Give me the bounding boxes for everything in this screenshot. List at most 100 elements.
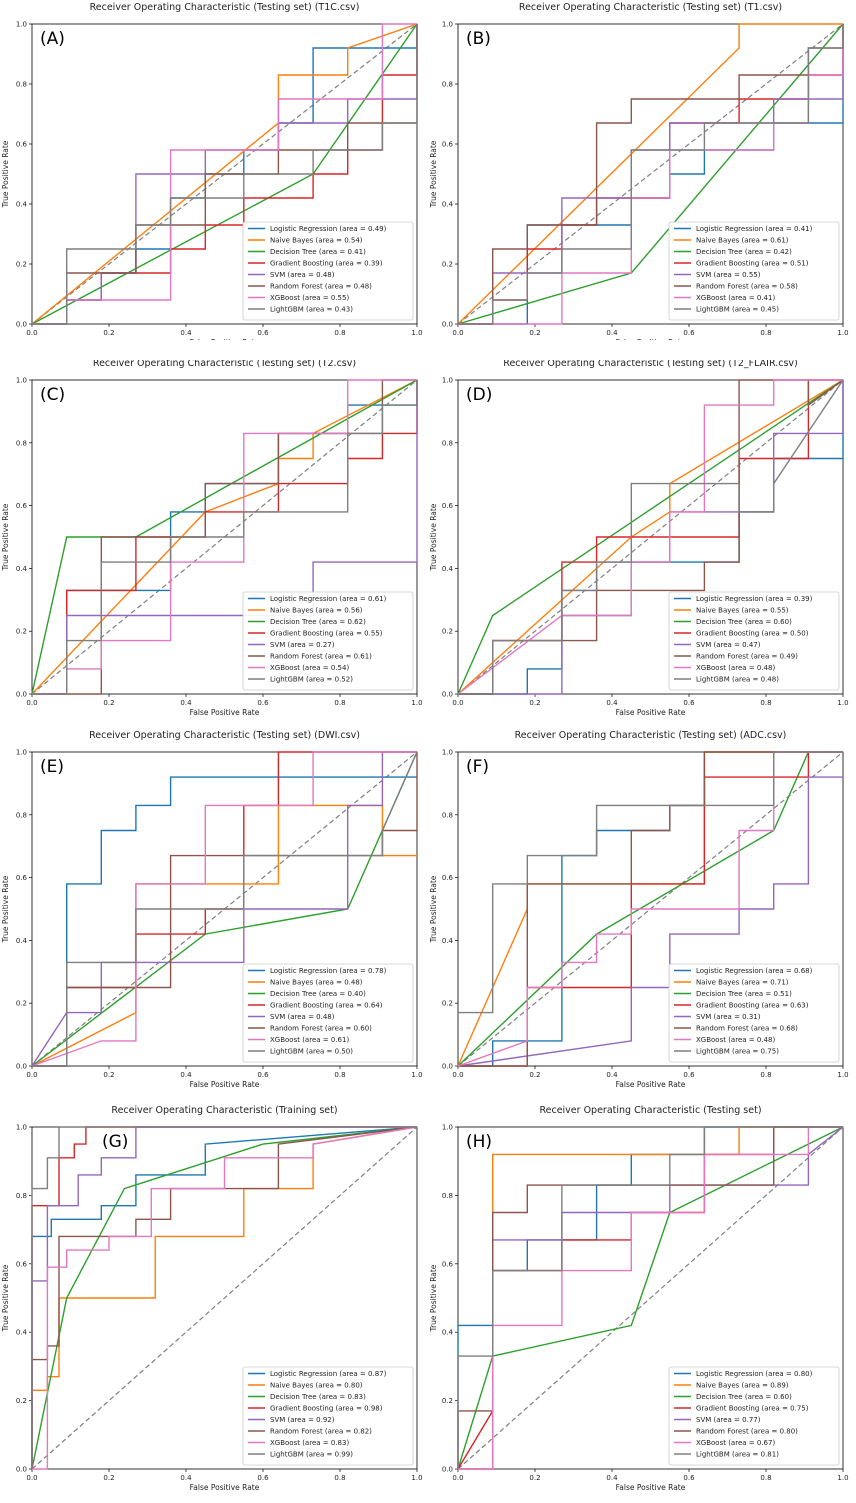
- legend-label-decision-tree: Decision Tree (area = 0.51): [696, 990, 792, 998]
- legend-label-decision-tree: Decision Tree (area = 0.42): [696, 248, 792, 256]
- roc-curve-naive-bayes: [457, 23, 843, 325]
- y-tick-label: 0.6: [442, 874, 454, 882]
- y-tick-label: 1.0: [16, 1124, 27, 1132]
- y-tick-label: 0.6: [16, 1260, 28, 1268]
- x-axis-label: False Positive Rate: [190, 338, 260, 340]
- y-axis-label: True Positive Rate: [429, 875, 438, 943]
- roc-curve-lightgbm: [32, 24, 418, 325]
- y-tick-label: 0.2: [16, 1397, 27, 1405]
- panel-tag: (C): [40, 385, 65, 405]
- roc-curve-xgboost: [31, 751, 417, 1067]
- legend-label-decision-tree: Decision Tree (area = 0.62): [270, 618, 366, 626]
- legend-box: [242, 221, 414, 321]
- y-tick-label: 1.0: [16, 21, 27, 29]
- legend-label-xgboost: XGBoost (area = 0.67): [696, 1439, 775, 1447]
- y-tick-label: 0.4: [16, 1329, 28, 1337]
- legend-label-svm: SVM (area = 0.55): [696, 271, 761, 279]
- y-tick-label: 0.2: [16, 1000, 27, 1008]
- roc-panel-d: Receiver Operating Characteristic (Testi…: [428, 358, 856, 720]
- legend-label-logistic-regression: Logistic Regression (area = 0.49): [270, 225, 387, 233]
- plot-area-frame: [457, 1126, 844, 1470]
- roc-curve-lightgbm: [32, 380, 418, 695]
- roc-panel-c: Receiver Operating Characteristic (Testi…: [0, 358, 428, 720]
- panel-tag: (E): [40, 757, 64, 777]
- y-tick-label: 0.2: [442, 261, 453, 269]
- roc-curve-xgboost: [457, 751, 843, 1067]
- legend-label-svm: SVM (area = 0.48): [270, 271, 335, 279]
- legend-label-svm: SVM (area = 0.48): [270, 1013, 335, 1021]
- legend-label-random-forest: Random Forest (area = 0.60): [270, 1025, 372, 1033]
- legend-label-xgboost: XGBoost (area = 0.48): [696, 664, 775, 672]
- y-tick-label: 0.6: [442, 502, 454, 510]
- legend-label-naive-bayes: Naive Bayes (area = 0.48): [270, 979, 363, 987]
- legend-box: [668, 1366, 840, 1466]
- roc-curve-svm: [31, 1126, 417, 1469]
- x-tick-label: 0.4: [606, 1071, 618, 1079]
- legend-label-naive-bayes: Naive Bayes (area = 0.80): [270, 1382, 363, 1390]
- legend-box: [668, 221, 840, 321]
- roc-chart-svg: Receiver Operating Characteristic (Testi…: [429, 2, 849, 347]
- legend-label-svm: SVM (area = 0.31): [696, 1013, 761, 1021]
- plot-area-frame: [31, 23, 418, 325]
- legend: Logistic Regression (area = 0.61) Naive B…: [242, 591, 414, 691]
- chart-title: Receiver Operating Characteristic (Testi…: [515, 730, 787, 741]
- x-tick-label: 0.0: [26, 1071, 37, 1079]
- x-tick-label: 0.6: [683, 699, 695, 707]
- plot-area-frame: [457, 379, 844, 695]
- roc-chart-svg: Receiver Operating Characteristic (Testi…: [429, 358, 849, 717]
- y-tick-label: 0.6: [16, 874, 28, 882]
- roc-chart-svg: Receiver Operating Characteristic (Testi…: [1, 730, 423, 1089]
- chart-title: Receiver Operating Characteristic (Testi…: [90, 2, 360, 13]
- x-tick-label: 0.0: [452, 1474, 463, 1482]
- x-axis-label: False Positive Rate: [190, 1080, 260, 1089]
- legend-label-logistic-regression: Logistic Regression (area = 0.78): [270, 967, 387, 975]
- x-tick-label: 0.8: [334, 1474, 345, 1482]
- legend-label-svm: SVM (area = 0.77): [696, 1416, 761, 1424]
- x-tick-label: 1.0: [411, 329, 422, 337]
- y-tick-label: 0.8: [442, 1192, 453, 1200]
- y-tick-label: 0.2: [442, 1000, 453, 1008]
- roc-curve-lightgbm: [458, 379, 844, 695]
- y-tick-label: 0.6: [16, 141, 28, 149]
- legend-label-gradient-boosting: Gradient Boosting (area = 0.63): [696, 1002, 809, 1010]
- chart-title: Receiver Operating Characteristic (Testi…: [89, 730, 360, 741]
- legend-label-lightgbm: LightGBM (area = 0.45): [696, 306, 779, 314]
- chart-title: Receiver Operating Characteristic (Train…: [111, 1105, 337, 1116]
- x-tick-label: 0.6: [683, 1474, 695, 1482]
- y-axis-label: True Positive Rate: [1, 503, 10, 571]
- x-tick-label: 0.4: [606, 329, 618, 337]
- legend-label-svm: SVM (area = 0.92): [270, 1416, 335, 1424]
- y-tick-label: 0.4: [442, 1329, 454, 1337]
- y-tick-label: 0.6: [442, 1260, 454, 1268]
- y-tick-label: 0.8: [442, 81, 453, 89]
- x-tick-label: 0.8: [334, 1071, 345, 1079]
- legend-box: [242, 963, 414, 1063]
- legend-label-xgboost: XGBoost (area = 0.48): [696, 1036, 775, 1044]
- y-tick-label: 0.8: [442, 811, 453, 819]
- chart-title: Receiver Operating Characteristic (Testi…: [539, 1105, 761, 1116]
- panel-tag: (H): [466, 1132, 492, 1152]
- y-tick-label: 1.0: [16, 377, 27, 385]
- legend-label-lightgbm: LightGBM (area = 0.48): [696, 676, 779, 684]
- legend-label-random-forest: Random Forest (area = 0.68): [696, 1025, 798, 1033]
- legend-label-random-forest: Random Forest (area = 0.58): [696, 283, 798, 291]
- legend-label-xgboost: XGBoost (area = 0.55): [270, 294, 349, 302]
- legend-box: [668, 591, 840, 691]
- y-axis-label: True Positive Rate: [1, 140, 10, 208]
- y-tick-label: 0.0: [16, 1466, 27, 1474]
- legend-label-random-forest: Random Forest (area = 0.49): [696, 653, 798, 661]
- x-tick-label: 0.2: [529, 1071, 540, 1079]
- roc-curve-gradient-boosting: [31, 1126, 417, 1469]
- legend-label-naive-bayes: Naive Bayes (area = 0.89): [696, 1382, 789, 1390]
- legend: Logistic Regression (area = 0.68) Naive B…: [668, 963, 840, 1063]
- x-tick-label: 0.0: [26, 329, 37, 337]
- x-tick-label: 0.4: [180, 1071, 192, 1079]
- y-tick-label: 0.6: [442, 141, 454, 149]
- x-tick-label: 1.0: [837, 699, 848, 707]
- legend-label-lightgbm: LightGBM (area = 0.43): [270, 306, 353, 314]
- legend-label-naive-bayes: Naive Bayes (area = 0.54): [270, 237, 363, 245]
- y-tick-label: 0.4: [16, 565, 28, 573]
- roc-panel-f: Receiver Operating Characteristic (Testi…: [428, 730, 856, 1090]
- legend-label-logistic-regression: Logistic Regression (area = 0.68): [696, 967, 813, 975]
- x-tick-label: 0.8: [760, 1474, 771, 1482]
